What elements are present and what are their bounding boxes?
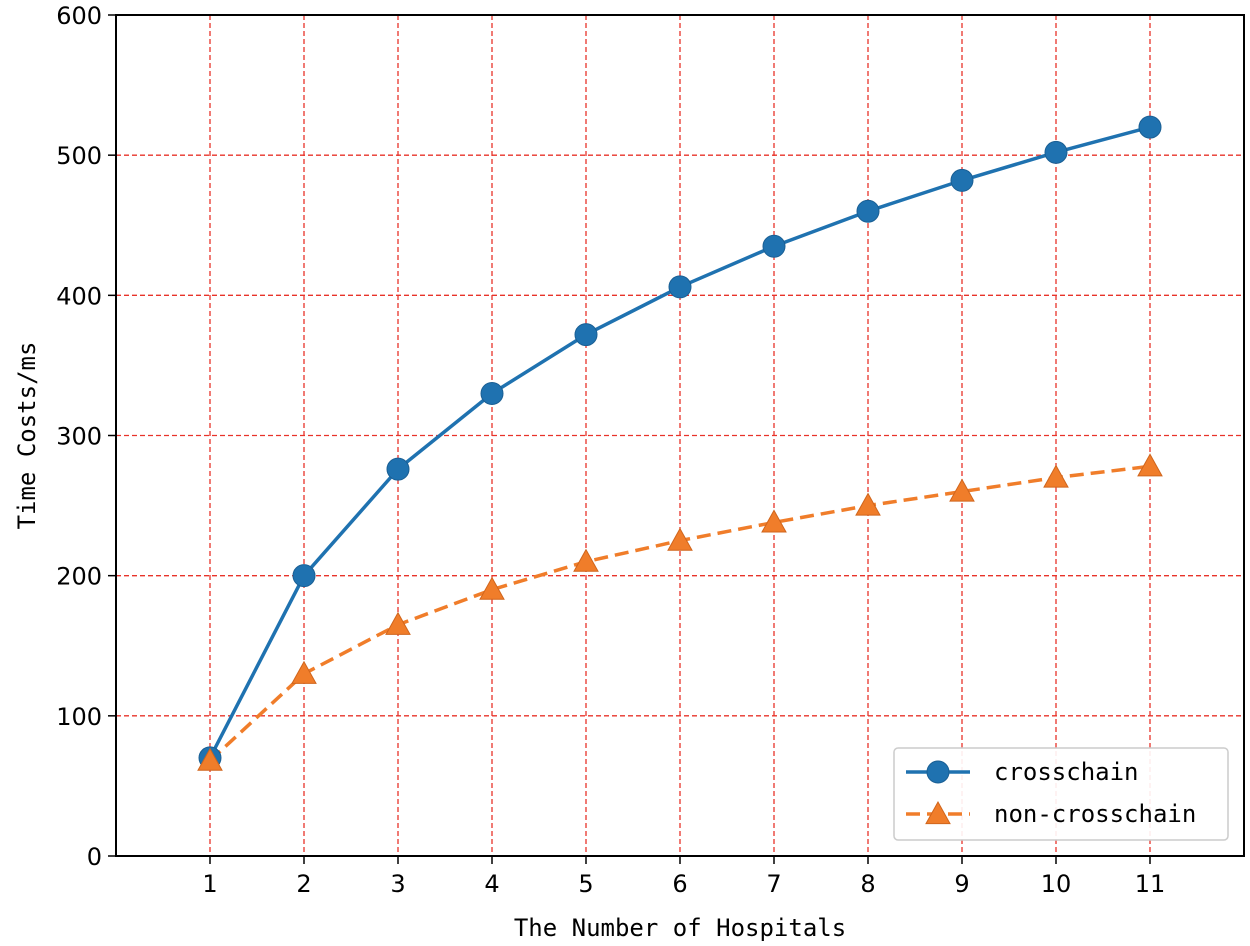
y-tick-label: 600 (56, 2, 102, 30)
x-tick-label: 5 (578, 870, 593, 898)
x-tick-label: 2 (296, 870, 311, 898)
x-axis-ticks: 1 2 3 4 5 6 7 8 9 10 11 (202, 856, 1165, 898)
x-tick-label: 3 (390, 870, 405, 898)
data-markers (197, 115, 1163, 771)
x-tick-label: 9 (954, 870, 969, 898)
non-crosschain-point (949, 478, 975, 502)
crosschain-point (292, 564, 316, 588)
x-tick-label: 8 (860, 870, 875, 898)
x-tick-label: 6 (672, 870, 687, 898)
x-axis-label: The Number of Hospitals (514, 914, 846, 942)
non-crosschain-point (573, 548, 599, 572)
x-tick-label: 4 (484, 870, 499, 898)
y-tick-label: 100 (56, 703, 102, 731)
non-crosschain-point (385, 611, 411, 635)
non-crosschain-point (667, 527, 693, 551)
legend-marker-non-crosschain (925, 800, 951, 825)
crosschain-point (480, 381, 504, 405)
x-tick-label: 1 (202, 870, 217, 898)
non-crosschain-point (761, 509, 787, 533)
y-tick-label: 400 (56, 282, 102, 310)
y-axis-label: Time Costs/ms (13, 342, 41, 530)
y-axis-ticks: 0 100 200 300 400 500 600 (56, 2, 116, 871)
non-crosschain-point (197, 747, 223, 771)
crosschain-point (762, 234, 786, 258)
non-crosschain-point (1043, 464, 1069, 488)
x-tick-label: 11 (1135, 870, 1166, 898)
non-crosschain-point (1137, 453, 1163, 477)
non-crosschain-point (479, 576, 505, 600)
crosschain-point (668, 275, 692, 299)
legend-label-non-crosschain: non-crosschain (994, 800, 1196, 828)
y-tick-label: 500 (56, 142, 102, 170)
legend-label-crosschain: crosschain (994, 758, 1139, 786)
legend-box (893, 747, 1229, 841)
y-tick-label: 300 (56, 423, 102, 451)
y-tick-label: 0 (87, 843, 102, 871)
non-crosschain-point (291, 660, 317, 684)
y-tick-label: 200 (56, 563, 102, 591)
non-crosschain-point (855, 492, 881, 516)
crosschain-point (1138, 115, 1162, 139)
legend-marker-crosschain (926, 760, 950, 784)
x-tick-label: 10 (1041, 870, 1072, 898)
crosschain-point (574, 323, 598, 347)
crosschain-point (856, 199, 880, 223)
legend: crosschain non-crosschain (893, 747, 1229, 841)
crosschain-point (950, 168, 974, 192)
crosschain-point (1044, 140, 1068, 164)
x-tick-label: 7 (766, 870, 781, 898)
crosschain-point (386, 457, 410, 481)
